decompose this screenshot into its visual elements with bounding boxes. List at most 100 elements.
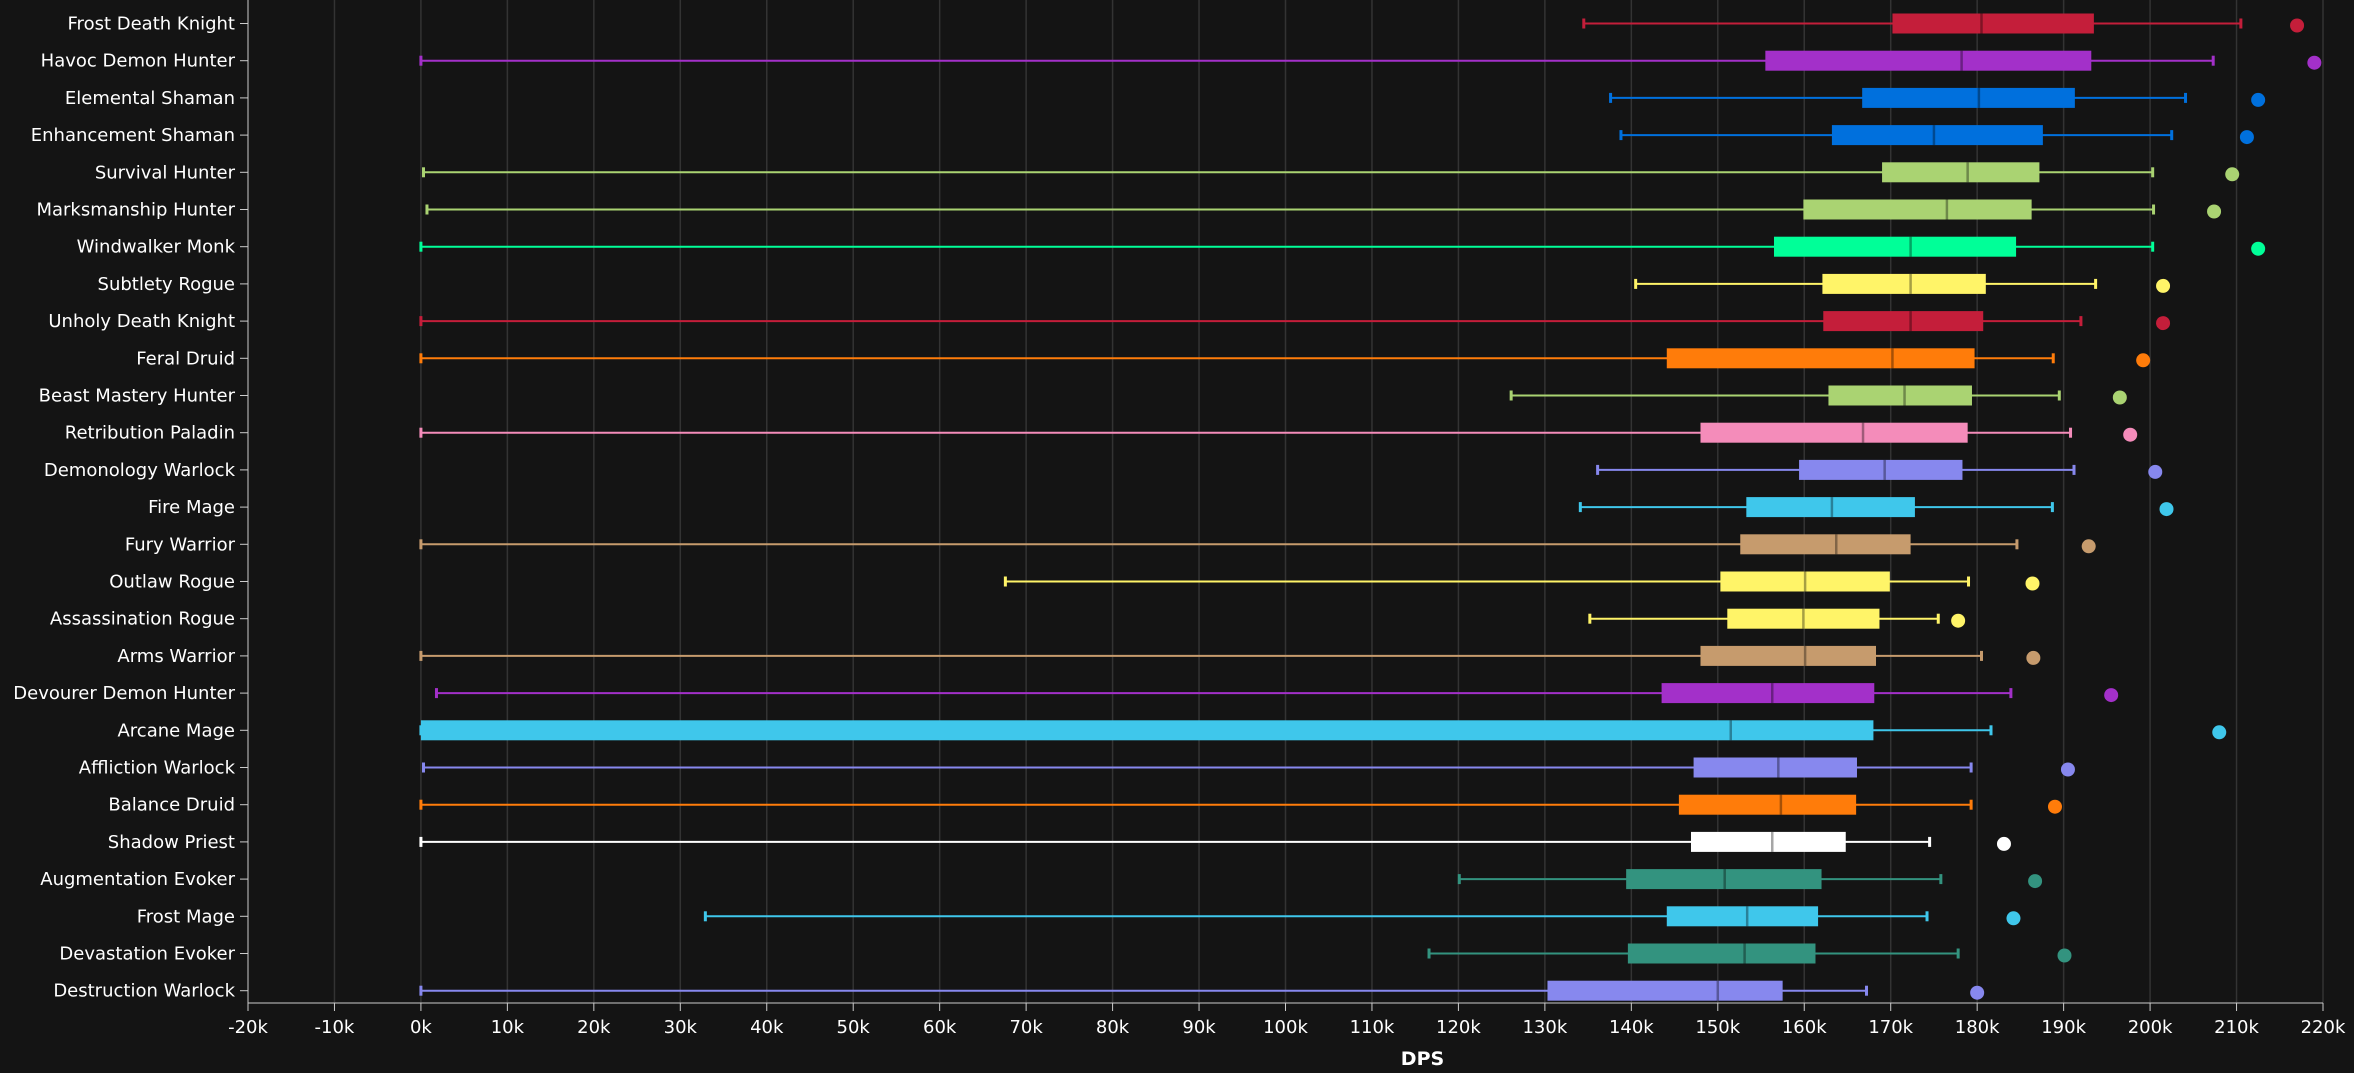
category-label: Unholy Death Knight: [48, 311, 235, 332]
outlier-point: [2307, 55, 2322, 70]
x-tick-label: -10k: [315, 1017, 355, 1038]
box-plot-feral-druid[interactable]: [419, 348, 2151, 369]
iqr-box: [1661, 683, 1875, 704]
iqr-box: [1626, 869, 1822, 890]
x-tick-label: 100k: [1263, 1017, 1308, 1038]
outlier-point: [2212, 725, 2227, 740]
box-plot-arms-warrior[interactable]: [419, 645, 2041, 666]
iqr-box: [1720, 571, 1890, 592]
x-tick-label: 20k: [577, 1017, 611, 1038]
category-label: Retribution Paladin: [65, 423, 235, 444]
category-label: Destruction Warlock: [53, 981, 235, 1002]
category-label: Subtlety Rogue: [98, 274, 235, 295]
box-plots: [419, 13, 2322, 1001]
box-plot-survival-hunter[interactable]: [422, 162, 2240, 183]
outlier-point: [2028, 874, 2043, 889]
x-tick-label: 120k: [1436, 1017, 1481, 1038]
x-tick-label: 40k: [750, 1017, 784, 1038]
outlier-point: [2136, 353, 2151, 368]
box-plot-devastation-evoker[interactable]: [1427, 943, 2072, 964]
x-tick-label: 10k: [491, 1017, 525, 1038]
box-plot-balance-druid[interactable]: [419, 794, 2062, 815]
x-tick-label: 140k: [1609, 1017, 1654, 1038]
box-plot-frost-mage[interactable]: [703, 906, 2021, 927]
category-label: Demonology Warlock: [44, 460, 236, 481]
outlier-point: [1951, 613, 1966, 628]
category-label: Fire Mage: [148, 497, 235, 518]
box-plot-enhancement-shaman[interactable]: [1619, 125, 2254, 146]
outlier-point: [2156, 278, 2171, 293]
outlier-point: [1996, 836, 2011, 851]
iqr-box: [1882, 162, 2040, 183]
category-label: Elemental Shaman: [65, 88, 235, 109]
box-plot-outlaw-rogue[interactable]: [1003, 571, 2040, 592]
category-label: Affliction Warlock: [79, 758, 236, 779]
x-tick-label: -20k: [228, 1017, 268, 1038]
outlier-point: [2159, 502, 2174, 517]
box-plot-windwalker-monk[interactable]: [419, 236, 2266, 257]
iqr-box: [1727, 608, 1880, 629]
iqr-box: [1700, 422, 1968, 443]
iqr-box: [1627, 943, 1816, 964]
outlier-point: [2148, 464, 2163, 479]
box-plot-retribution-paladin[interactable]: [419, 422, 2138, 443]
iqr-box: [1690, 831, 1846, 852]
box-plot-shadow-priest[interactable]: [419, 831, 2011, 852]
iqr-box: [1746, 497, 1915, 518]
box-plot-devourer-demon-hunter[interactable]: [434, 683, 2119, 704]
box-plot-arcane-mage[interactable]: [419, 720, 2227, 741]
box-plot-havoc-demon-hunter[interactable]: [419, 50, 2322, 71]
box-plot-fire-mage[interactable]: [1578, 497, 2174, 518]
category-label: Fury Warrior: [125, 534, 236, 555]
outlier-point: [2225, 167, 2240, 182]
outlier-point: [2251, 92, 2266, 107]
box-plot-unholy-death-knight[interactable]: [419, 311, 2171, 332]
outlier-point: [2112, 390, 2127, 405]
iqr-box: [1799, 459, 1963, 480]
outlier-point: [2047, 799, 2062, 814]
category-label: Outlaw Rogue: [109, 572, 235, 593]
x-tick-label: 70k: [1009, 1017, 1043, 1038]
iqr-box: [1678, 794, 1857, 815]
outlier-point: [2081, 539, 2096, 554]
box-plot-destruction-warlock[interactable]: [419, 980, 1985, 1001]
iqr-box: [1666, 906, 1819, 927]
iqr-box: [1547, 980, 1783, 1001]
box-plot-subtlety-rogue[interactable]: [1634, 273, 2171, 294]
iqr-box: [1765, 50, 2092, 71]
outlier-point: [2006, 911, 2021, 926]
category-label: Arms Warrior: [117, 646, 235, 667]
category-label: Augmentation Evoker: [40, 869, 235, 890]
x-tick-label: 50k: [837, 1017, 871, 1038]
box-plot-elemental-shaman[interactable]: [1609, 87, 2266, 108]
x-tick-label: 110k: [1350, 1017, 1395, 1038]
outlier-point: [2057, 948, 2072, 963]
box-plot-assassination-rogue[interactable]: [1588, 608, 1966, 629]
box-plot-affliction-warlock[interactable]: [422, 757, 2075, 778]
x-tick-label: 130k: [1522, 1017, 1567, 1038]
category-label: Devourer Demon Hunter: [13, 683, 235, 704]
iqr-box: [1892, 13, 2094, 34]
box-plot-frost-death-knight[interactable]: [1582, 13, 2305, 34]
outlier-point: [2290, 18, 2305, 33]
box-plot-marksmanship-hunter[interactable]: [425, 199, 2222, 220]
x-axis-title: DPS: [1401, 1048, 1444, 1070]
category-label: Arcane Mage: [117, 720, 235, 741]
category-label: Balance Druid: [108, 795, 235, 816]
x-tick-label: 0k: [410, 1017, 432, 1038]
outlier-point: [2239, 130, 2254, 145]
outlier-point: [2060, 762, 2075, 777]
iqr-box: [1822, 273, 1986, 294]
x-tick-label: 220k: [2301, 1017, 2346, 1038]
x-tick-label: 60k: [923, 1017, 957, 1038]
iqr-box: [1823, 311, 1984, 332]
box-plot-augmentation-evoker[interactable]: [1457, 869, 2043, 890]
category-label: Havoc Demon Hunter: [41, 51, 236, 72]
outlier-point: [2026, 650, 2041, 665]
box-plot-fury-warrior[interactable]: [419, 534, 2096, 555]
box-plot-demonology-warlock[interactable]: [1596, 459, 2163, 480]
x-tick-label: 90k: [1182, 1017, 1216, 1038]
iqr-box: [1666, 348, 1975, 369]
box-plot-beast-mastery-hunter[interactable]: [1509, 385, 2127, 406]
